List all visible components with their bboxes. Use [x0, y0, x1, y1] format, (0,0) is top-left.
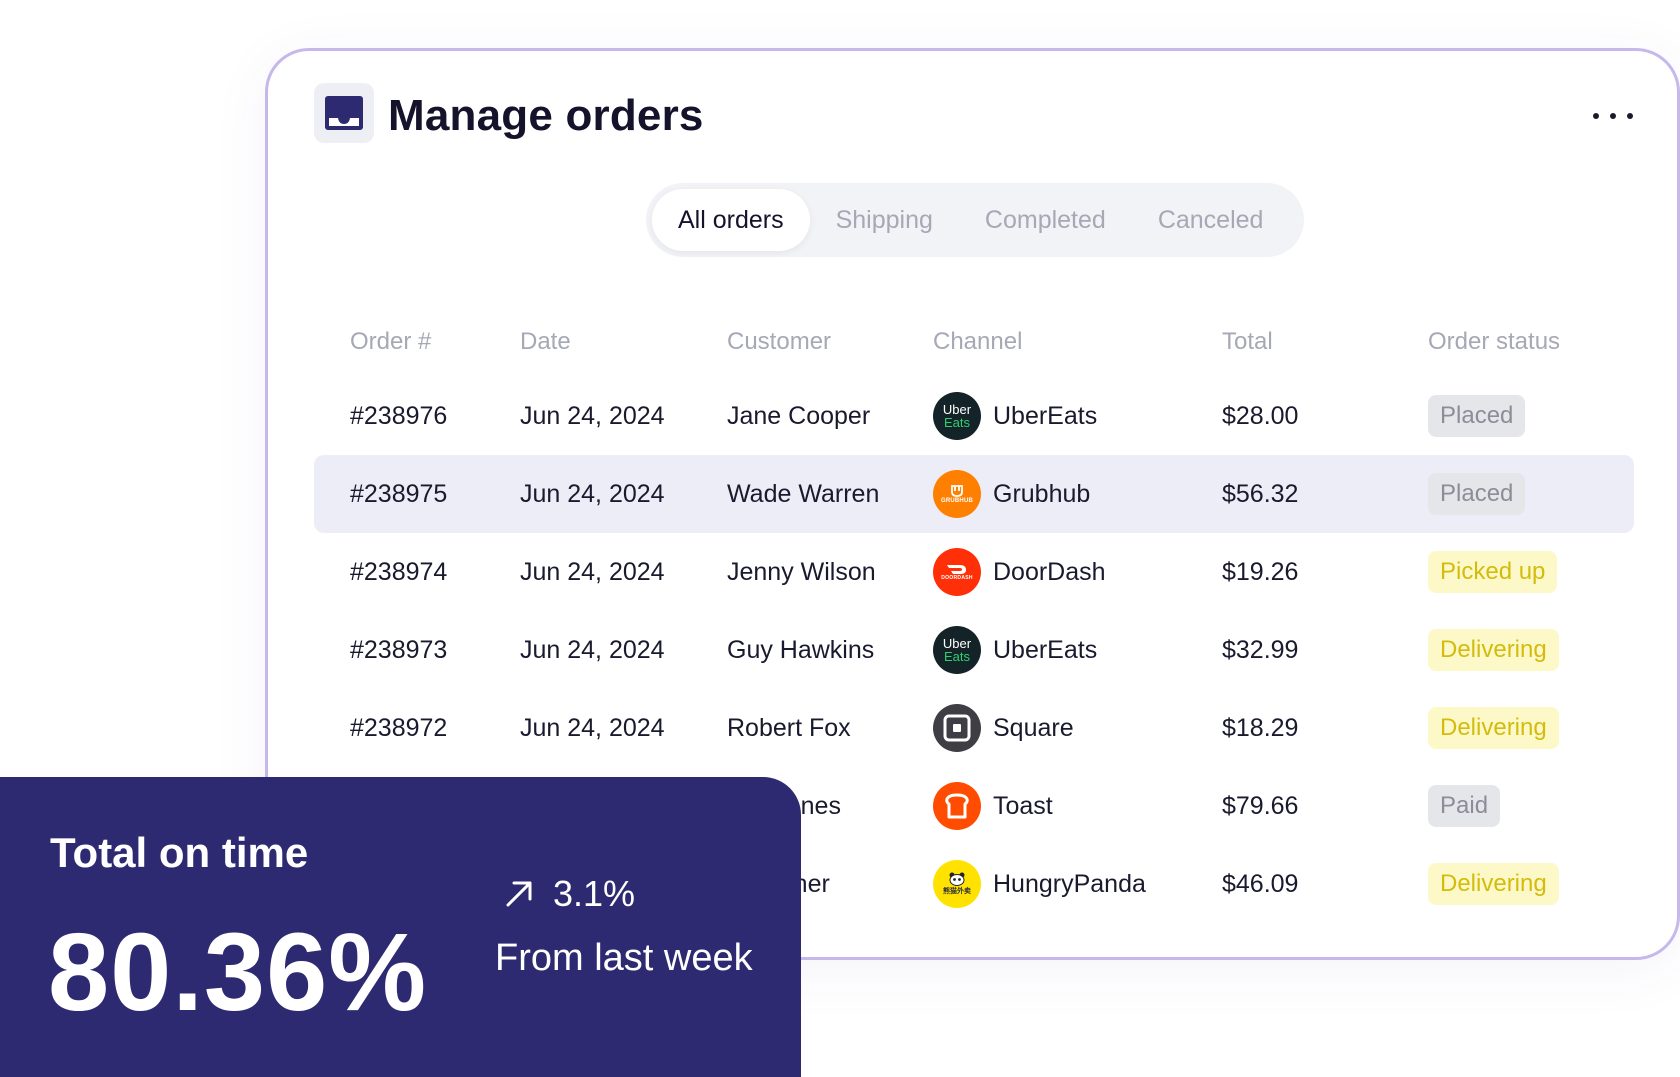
arrow-up-right-icon [506, 881, 532, 907]
table-row[interactable]: #238973 Jun 24, 2024 Guy Hawkins Uber Ea… [314, 611, 1634, 689]
customer-name: Guy Hawkins [727, 635, 875, 664]
order-total: $19.26 [1222, 557, 1299, 586]
status-cell: Placed [1428, 395, 1634, 437]
table-header: Order # Date Customer Channel Total Orde… [314, 307, 1634, 377]
grubhub-logo-icon: GRUBHUB [933, 470, 981, 518]
more-horizontal-icon[interactable] [1593, 101, 1633, 131]
customer-name: Jane Cooper [727, 401, 871, 430]
channel-cell: 熊猫外卖 HungryPanda [933, 860, 1222, 908]
status-cell: Paid [1428, 785, 1634, 827]
order-date: Jun 24, 2024 [520, 479, 665, 508]
orders-table: Order # Date Customer Channel Total Orde… [314, 307, 1634, 923]
order-total: $32.99 [1222, 635, 1299, 664]
order-date: Jun 24, 2024 [520, 401, 665, 430]
channel-cell: DOORDASH DoorDash [933, 548, 1222, 596]
tab-completed[interactable]: Completed [984, 205, 1106, 234]
toast-logo-icon [933, 782, 981, 830]
table-row[interactable]: #238972 Jun 24, 2024 Robert Fox Square $… [314, 689, 1634, 767]
order-tabs: All orders Shipping Completed Canceled [646, 183, 1304, 257]
tab-canceled[interactable]: Canceled [1157, 205, 1264, 234]
column-header-channel[interactable]: Channel [933, 328, 1023, 355]
column-header-status[interactable]: Order status [1428, 328, 1561, 355]
order-total: $79.66 [1222, 791, 1299, 820]
column-header-total[interactable]: Total [1222, 328, 1273, 355]
channel-name: Toast [993, 791, 1053, 820]
status-badge: Placed [1428, 395, 1526, 437]
customer-name: Wade Warren [727, 479, 880, 508]
stat-value: 80.36% [48, 911, 428, 1034]
status-badge: Paid [1428, 785, 1501, 827]
stat-subtext: From last week [495, 937, 753, 979]
doordash-logo-icon: DOORDASH [933, 548, 981, 596]
channel-cell: Uber Eats UberEats [933, 626, 1222, 674]
tab-shipping[interactable]: Shipping [835, 205, 933, 234]
channel-cell: GRUBHUB Grubhub [933, 470, 1222, 518]
order-date: Jun 24, 2024 [520, 713, 665, 742]
order-number: #238975 [350, 479, 448, 508]
stat-change-value: 3.1% [553, 873, 636, 914]
channel-name: HungryPanda [993, 869, 1146, 898]
ubereats-logo-icon: Uber Eats [933, 392, 981, 440]
square-logo-icon [933, 704, 981, 752]
status-badge: Delivering [1428, 629, 1559, 671]
order-total: $18.29 [1222, 713, 1299, 742]
channel-name: DoorDash [993, 557, 1106, 586]
table-row[interactable]: dy Fisher 熊猫外卖 HungryPanda $46.09 Delive… [314, 845, 1634, 923]
stat-change: 3.1% [503, 873, 635, 915]
table-row[interactable]: #238975 Jun 24, 2024 Wade Warren GRUBHUB… [314, 455, 1634, 533]
status-badge: Picked up [1428, 551, 1558, 593]
hungrypanda-logo-icon: 熊猫外卖 [933, 860, 981, 908]
status-cell: Placed [1428, 473, 1634, 515]
channel-cell: Uber Eats UberEats [933, 392, 1222, 440]
order-date: Jun 24, 2024 [520, 635, 665, 664]
order-total: $28.00 [1222, 401, 1299, 430]
status-badge: Placed [1428, 473, 1526, 515]
on-time-stat-card: Total on time 80.36% 3.1% From last week [0, 777, 801, 1077]
customer-name: Jenny Wilson [727, 557, 876, 586]
stat-label: Total on time [50, 829, 309, 876]
table-row[interactable]: #238976 Jun 24, 2024 Jane Cooper Uber Ea… [314, 377, 1634, 455]
page-title: Manage orders [388, 91, 704, 140]
status-badge: Delivering [1428, 707, 1559, 749]
channel-name: Grubhub [993, 479, 1091, 508]
channel-cell: Square [933, 704, 1222, 752]
status-badge: Delivering [1428, 863, 1559, 905]
order-number: #238974 [350, 557, 448, 586]
status-cell: Picked up [1428, 551, 1634, 593]
order-date: Jun 24, 2024 [520, 557, 665, 586]
order-total: $56.32 [1222, 479, 1299, 508]
order-number: #238976 [350, 401, 448, 430]
column-header-date[interactable]: Date [520, 328, 571, 355]
channel-name: Square [993, 713, 1074, 742]
column-header-customer[interactable]: Customer [727, 328, 832, 355]
inbox-icon [314, 83, 374, 143]
table-row[interactable]: #238974 Jun 24, 2024 Jenny Wilson DOORDA… [314, 533, 1634, 611]
tab-all-orders[interactable]: All orders [652, 189, 810, 251]
order-number: #238973 [350, 635, 448, 664]
channel-name: UberEats [993, 401, 1098, 430]
status-cell: Delivering [1428, 863, 1634, 905]
ubereats-logo-icon: Uber Eats [933, 626, 981, 674]
order-number: #238972 [350, 713, 448, 742]
status-cell: Delivering [1428, 629, 1634, 671]
channel-name: UberEats [993, 635, 1098, 664]
channel-cell: Toast [933, 782, 1222, 830]
column-header-order[interactable]: Order # [350, 328, 432, 355]
order-total: $46.09 [1222, 869, 1299, 898]
status-cell: Delivering [1428, 707, 1634, 749]
customer-name: Robert Fox [727, 713, 851, 742]
